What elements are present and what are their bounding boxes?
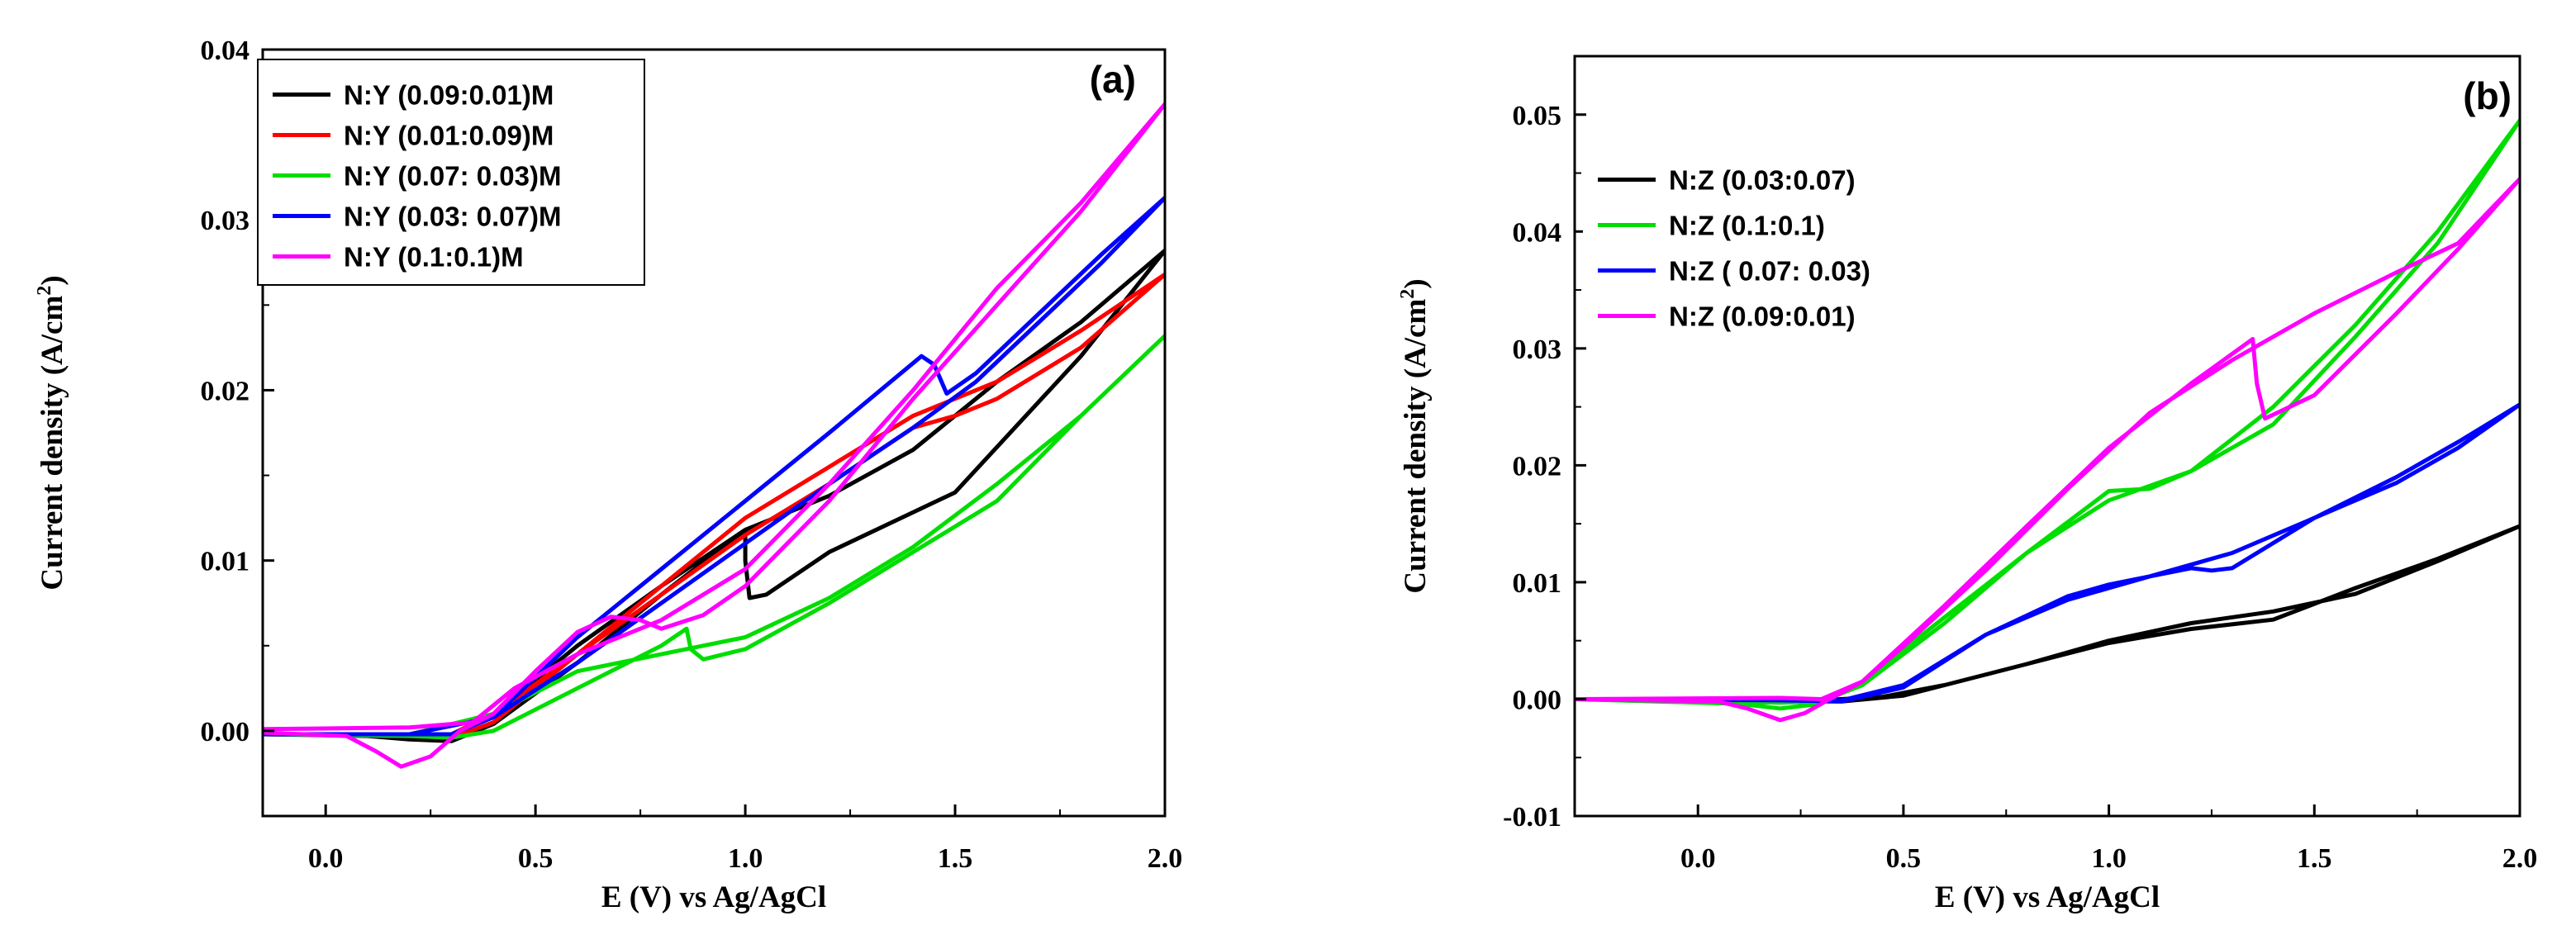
x-tick-label: 2.0 (1148, 843, 1183, 874)
panel-a: 0.0 0.5 1.0 1.5 2.0 0.00 0.01 0.02 0.03 0.04 E (V)… (34, 36, 1182, 914)
y-tick-label: -0.01 (1503, 802, 1561, 833)
series-line-5 (263, 102, 1165, 769)
y-tick-label: 0.02 (1513, 451, 1562, 482)
series-line-1 (1575, 524, 2520, 704)
y-axis-title-main: Current density (A/cm (1399, 299, 1433, 594)
legend-label-4: N:Y (0.03: 0.07)M (344, 202, 561, 232)
x-tick-label: 0.5 (518, 843, 554, 874)
legend: N:Z (0.03:0.07) N:Z (0.1:0.1) N:Z ( 0.07: … (1583, 140, 1988, 347)
y-axis-title-tail: ) (36, 275, 69, 285)
y-axis-title: Current density (A/cm2) (1397, 278, 1433, 593)
y-axis-title-main: Current density (A/cm (36, 296, 69, 591)
y-tick-label: 0.04 (1513, 217, 1562, 248)
legend-label-2: N:Z (0.1:0.1) (1669, 211, 1825, 241)
y-tick-label: 0.04 (201, 36, 250, 66)
series-group (1575, 118, 2520, 723)
series-line-3 (263, 334, 1165, 740)
y-axis-title-tail: ) (1399, 278, 1433, 288)
x-tick-label: 1.5 (938, 843, 973, 874)
x-tick-label: 0.0 (308, 843, 344, 874)
x-tick-label: 0.5 (1886, 843, 1922, 874)
panel-label: (b) (2463, 74, 2512, 117)
legend-label-4: N:Z (0.09:0.01) (1669, 301, 1856, 332)
x-tick-label: 1.5 (2297, 843, 2332, 874)
y-tick-label: 0.03 (201, 206, 250, 236)
x-tick-label: 1.0 (728, 843, 763, 874)
y-axis-title-sup: 2 (1397, 289, 1419, 299)
plot-frame (261, 48, 1167, 818)
series-line-3 (1575, 402, 2520, 704)
legend-label-3: N:Y (0.07: 0.03)M (344, 161, 561, 192)
legend-label-1: N:Y (0.09:0.01)M (344, 80, 554, 111)
y-tick-label: 0.00 (1513, 685, 1562, 715)
series-line-1 (263, 248, 1165, 743)
y-axis-title-sup: 2 (34, 286, 55, 296)
legend-label-1: N:Z (0.03:0.07) (1669, 165, 1856, 196)
legend-label-2: N:Y (0.01:0.09)M (344, 121, 554, 151)
y-tick-label: 0.01 (201, 547, 250, 577)
series-line-4 (1575, 177, 2520, 723)
x-tick-label: 2.0 (2502, 843, 2538, 874)
legend-box (257, 59, 645, 286)
y-tick-label: 0.05 (1513, 101, 1562, 131)
x-axis-title: E (V) vs Ag/AgCl (601, 880, 826, 914)
series-group (263, 102, 1165, 769)
y-tick-label: 0.01 (1513, 568, 1562, 599)
panel-label: (a) (1090, 58, 1136, 101)
y-tick-label: 0.03 (1513, 335, 1562, 365)
series-line-2 (263, 272, 1165, 740)
y-tick-label: 0.02 (201, 376, 250, 406)
legend-label-3: N:Z ( 0.07: 0.03) (1669, 256, 1870, 287)
y-tick-label: 0.00 (201, 717, 250, 747)
x-axis-title: E (V) vs Ag/AgCl (1935, 880, 2160, 914)
legend-label-5: N:Y (0.1:0.1)M (344, 242, 524, 273)
panel-b: 0.0 0.5 1.0 1.5 2.0 -0.01 0.00 0.01 0.02 0.03 0.04… (1397, 55, 2538, 914)
x-tick-label: 0.0 (1680, 843, 1716, 874)
legend: N:Y (0.09:0.01)M N:Y (0.01:0.09)M N:Y (0.0… (257, 59, 645, 286)
plot-frame (1573, 55, 2521, 818)
x-tick-label: 1.0 (2091, 843, 2127, 874)
y-axis-title: Current density (A/cm2) (34, 275, 69, 590)
legend-box (1583, 140, 1988, 347)
